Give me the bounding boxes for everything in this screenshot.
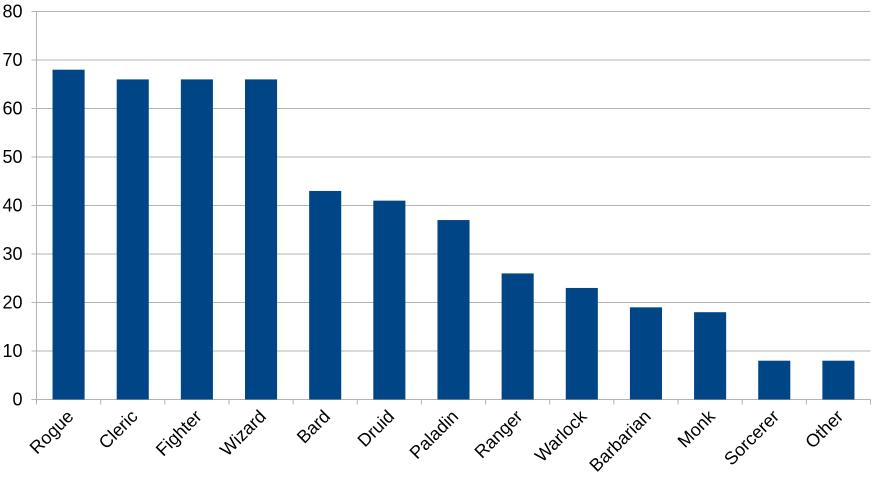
bar — [373, 200, 406, 400]
bar — [116, 79, 149, 400]
bar — [180, 79, 213, 400]
bar — [309, 190, 342, 400]
y-tick-label: 50 — [2, 147, 22, 167]
bar — [501, 273, 534, 400]
x-tick-label: Bard — [293, 406, 334, 447]
x-tick-label: Fighter — [152, 406, 206, 460]
x-tick-label: Cleric — [95, 406, 142, 453]
bar — [629, 307, 662, 400]
bar — [565, 287, 598, 400]
bar — [694, 312, 727, 400]
x-tick-label: Wizard — [216, 406, 270, 460]
bar — [437, 220, 470, 400]
x-tick-label: Sorcerer — [720, 406, 783, 469]
x-tick-label: Druid — [354, 406, 399, 451]
x-tick-label: Rogue — [26, 406, 78, 458]
x-tick-label: Monk — [674, 405, 720, 451]
y-tick-label: 80 — [2, 2, 22, 22]
y-tick-label: 0 — [12, 390, 22, 410]
x-tick-label: Warlock — [531, 405, 591, 465]
y-tick-label: 60 — [2, 99, 22, 119]
x-tick-label: Ranger — [471, 406, 527, 462]
x-tick-label: Barbarian — [585, 406, 654, 475]
y-tick-label: 20 — [2, 293, 22, 313]
bar — [245, 79, 278, 400]
y-tick-label: 30 — [2, 244, 22, 264]
y-tick-label: 70 — [2, 50, 22, 70]
x-tick-label: Paladin — [406, 406, 463, 463]
y-tick-label: 10 — [2, 341, 22, 361]
x-tick-label: Other — [801, 406, 847, 452]
bar — [758, 360, 791, 400]
y-tick-label: 40 — [2, 196, 22, 216]
bar — [52, 69, 85, 400]
bar — [822, 360, 855, 400]
